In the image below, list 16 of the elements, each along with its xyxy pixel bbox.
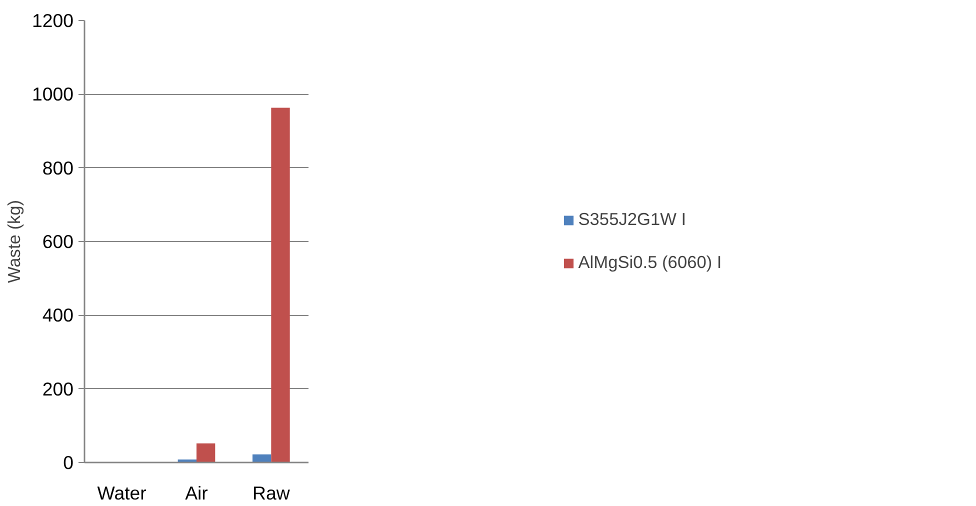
- y-tick-label: 200: [42, 378, 74, 400]
- y-tick-label: 400: [42, 304, 74, 326]
- y-tick-label: 600: [42, 231, 74, 252]
- bar: [271, 108, 290, 462]
- y-tick-label: 1000: [32, 84, 74, 105]
- legend-label: S355J2G1W I: [578, 209, 686, 230]
- x-tick-label: Raw: [252, 482, 290, 504]
- x-tick-label: Air: [185, 482, 208, 504]
- y-tick-label: 0: [63, 452, 74, 473]
- legend-label: AlMgSi0.5 (6060) I: [578, 252, 722, 273]
- x-tick-label: Water: [97, 482, 146, 504]
- bar: [196, 443, 216, 462]
- y-axis-title: Waste (kg): [4, 200, 24, 284]
- y-tick-label: 1200: [32, 10, 74, 31]
- y-tick-label: 800: [42, 157, 74, 178]
- bar: [252, 454, 272, 462]
